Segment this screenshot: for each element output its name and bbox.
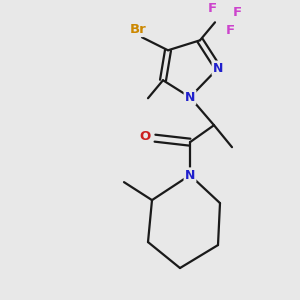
Text: N: N <box>185 91 195 104</box>
Text: N: N <box>185 169 195 182</box>
Text: N: N <box>213 62 223 75</box>
Text: Br: Br <box>130 23 146 36</box>
Text: F: F <box>225 24 235 37</box>
Text: O: O <box>140 130 151 143</box>
Text: F: F <box>207 2 217 15</box>
Text: F: F <box>232 6 242 19</box>
